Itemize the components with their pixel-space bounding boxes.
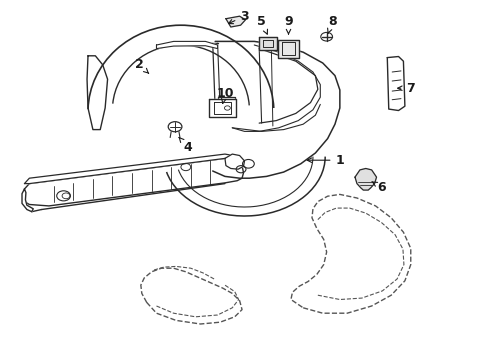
Polygon shape [259, 49, 317, 123]
Text: 1: 1 [306, 154, 344, 167]
Text: 9: 9 [284, 15, 292, 34]
Text: 4: 4 [179, 138, 192, 154]
Text: 6: 6 [371, 181, 385, 194]
Polygon shape [24, 158, 243, 206]
Text: 2: 2 [135, 58, 148, 73]
Polygon shape [156, 41, 217, 49]
Text: 8: 8 [327, 15, 336, 33]
Polygon shape [208, 99, 236, 117]
Polygon shape [259, 37, 276, 50]
Polygon shape [277, 40, 299, 58]
Text: 10: 10 [216, 87, 233, 103]
Polygon shape [87, 56, 107, 130]
Polygon shape [354, 168, 376, 190]
Text: 5: 5 [257, 15, 267, 34]
Polygon shape [386, 57, 404, 111]
Polygon shape [224, 154, 244, 169]
Text: 7: 7 [397, 82, 414, 95]
Polygon shape [217, 97, 234, 108]
Polygon shape [24, 154, 237, 184]
Text: 3: 3 [228, 10, 248, 24]
Polygon shape [22, 189, 33, 212]
Polygon shape [225, 16, 245, 27]
